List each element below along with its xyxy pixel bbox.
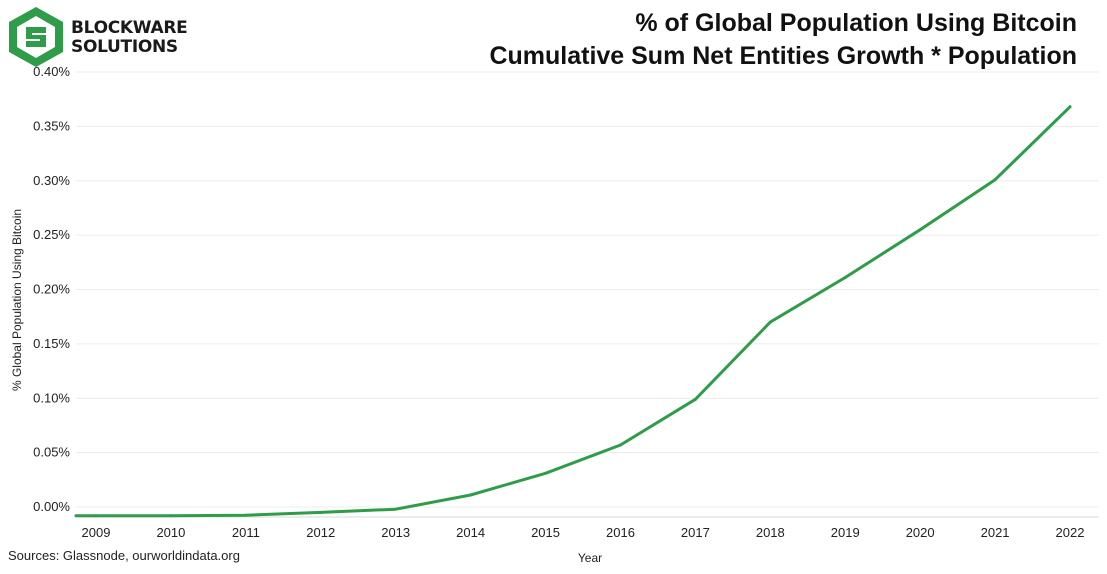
chart-title: % of Global Population Using Bitcoin Cum… [489, 7, 1077, 73]
data-point [319, 510, 323, 514]
y-axis-ticks: 0.00% 0.05% 0.10% 0.15% 0.20% 0.25% 0.30% 0.35%… [33, 64, 70, 514]
data-point [169, 514, 173, 518]
logo-line-2: SOLUTIONS [71, 37, 178, 57]
y-tick-label: 0.40% [33, 64, 70, 79]
logo-text: BLOCKWARE SOLUTIONS [71, 18, 188, 57]
x-tick-label: 2020 [906, 525, 935, 540]
y-tick-label: 0.35% [33, 118, 70, 133]
data-point [618, 443, 622, 447]
x-tick-label: 2016 [606, 525, 635, 540]
data-point [1068, 105, 1072, 109]
x-tick-label: 2012 [306, 525, 335, 540]
blockware-logo-icon [9, 7, 63, 67]
series-line [74, 105, 1072, 518]
data-point [394, 507, 398, 511]
x-tick-label: 2021 [981, 525, 1010, 540]
x-tick-label: 2019 [831, 525, 860, 540]
x-axis-title: Year [578, 551, 602, 565]
chart-title-line-1: % of Global Population Using Bitcoin [635, 9, 1077, 37]
data-point [469, 493, 473, 497]
x-tick-label: 2010 [156, 525, 185, 540]
data-point [768, 320, 772, 324]
x-tick-label: 2015 [531, 525, 560, 540]
y-tick-label: 0.25% [33, 227, 70, 242]
y-tick-label: 0.00% [33, 499, 70, 514]
data-point [693, 397, 697, 401]
y-tick-label: 0.05% [33, 445, 70, 460]
y-tick-label: 0.30% [33, 173, 70, 188]
data-point [94, 514, 98, 518]
data-point [993, 178, 997, 182]
grid-lines [76, 71, 1099, 518]
data-point [244, 513, 248, 517]
x-tick-label: 2013 [381, 525, 410, 540]
x-axis-ticks: 2009 2010 2011 2012 2013 2014 2015 2016 2017 2018… [82, 525, 1085, 540]
data-point [918, 228, 922, 232]
chart-title-line-2: Cumulative Sum Net Entities Growth * Pop… [489, 42, 1077, 70]
data-point [843, 276, 847, 280]
x-tick-label: 2014 [456, 525, 485, 540]
data-point [544, 471, 548, 475]
x-tick-label: 2017 [681, 525, 710, 540]
logo-line-1: BLOCKWARE [71, 18, 188, 38]
x-tick-label: 2018 [756, 525, 785, 540]
y-axis-title: % Global Population Using Bitcoin [10, 209, 24, 391]
y-tick-label: 0.20% [33, 282, 70, 297]
series-group [74, 105, 1072, 518]
y-tick-label: 0.10% [33, 390, 70, 405]
x-tick-label: 2011 [232, 525, 260, 540]
y-tick-label: 0.15% [33, 336, 70, 351]
x-tick-label: 2022 [1056, 525, 1085, 540]
x-tick-label: 2009 [82, 525, 111, 540]
blockware-logo: BLOCKWARE SOLUTIONS [6, 5, 188, 69]
source-note: Sources: Glassnode, ourworldindata.org [8, 548, 240, 563]
